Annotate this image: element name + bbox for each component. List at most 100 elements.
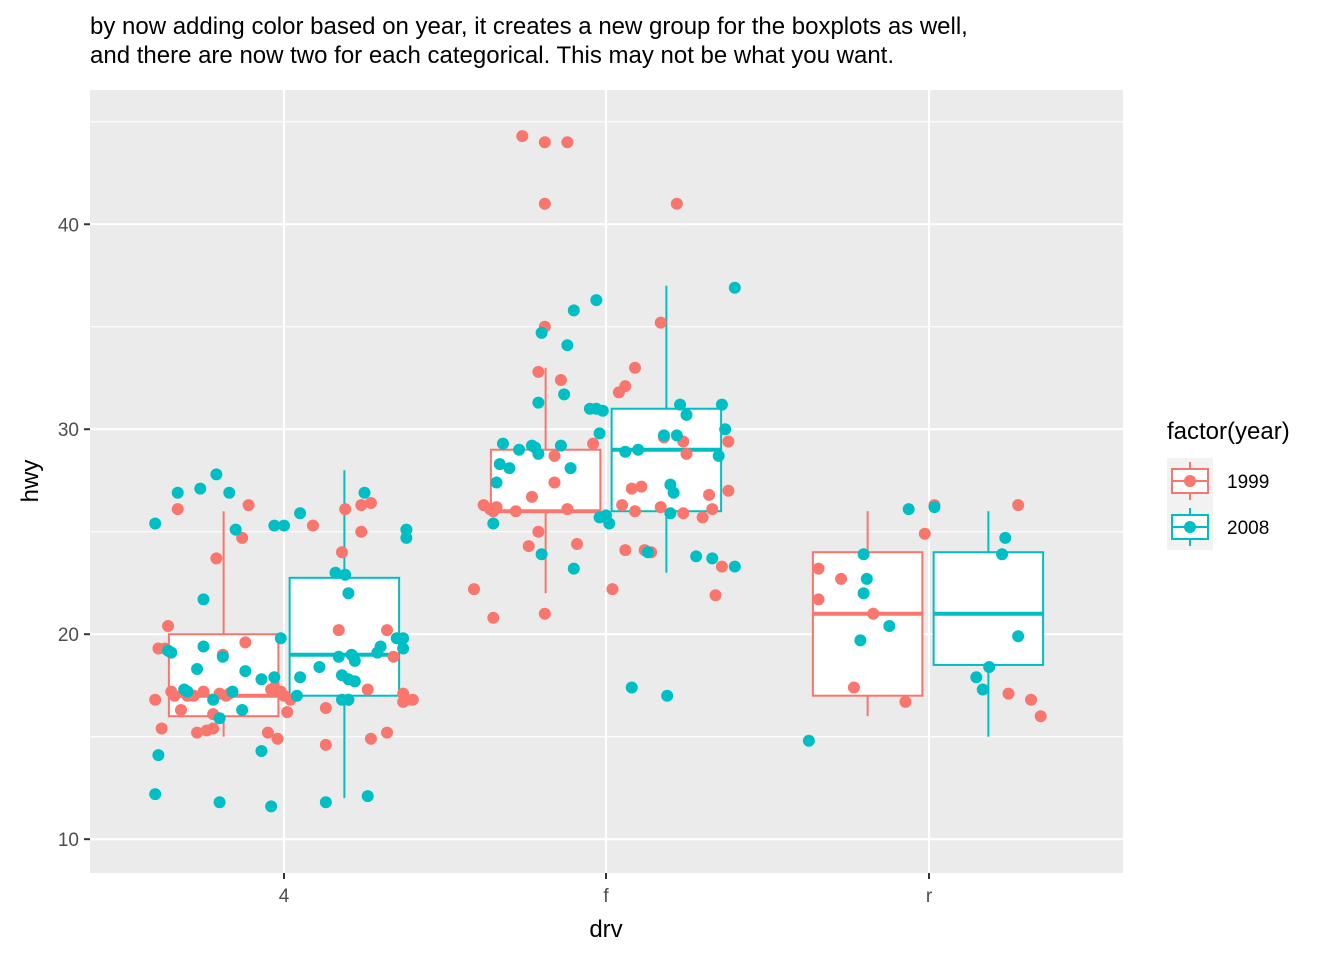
point-2008 (603, 517, 616, 530)
point-1999 (168, 689, 181, 702)
point-1999 (706, 503, 719, 516)
point-1999 (548, 449, 561, 462)
point-1999 (548, 476, 561, 489)
point-1999 (361, 683, 374, 696)
point-1999 (1025, 693, 1038, 706)
point-2008 (535, 548, 548, 561)
point-2008 (265, 800, 278, 813)
point-2008 (596, 404, 609, 417)
point-2008 (223, 486, 236, 499)
point-2008 (294, 507, 307, 520)
point-1999 (1002, 687, 1015, 700)
legend-key-point (1184, 475, 1196, 487)
point-1999 (1012, 499, 1025, 512)
point-2008 (400, 531, 413, 544)
point-2008 (239, 665, 252, 678)
point-2008 (632, 443, 645, 456)
point-2008 (278, 519, 290, 532)
point-2008 (619, 445, 632, 458)
point-2008 (641, 546, 654, 559)
legend-label: 2008 (1227, 518, 1269, 539)
point-1999 (306, 519, 319, 532)
point-2008 (970, 671, 983, 684)
point-2008 (268, 519, 281, 532)
point-1999 (532, 365, 545, 378)
point-1999 (155, 722, 168, 735)
point-2008 (664, 507, 677, 520)
point-2008 (294, 671, 307, 684)
point-2008 (661, 689, 674, 702)
legend: factor(year) 1999 2008 (1167, 418, 1290, 550)
point-1999 (319, 738, 332, 751)
point-2008 (625, 681, 638, 694)
point-1999 (835, 572, 848, 585)
point-1999 (561, 503, 574, 516)
x-tick-label: r (926, 886, 933, 907)
legend-label: 1999 (1227, 472, 1269, 493)
point-1999 (319, 701, 332, 714)
point-1999 (918, 527, 931, 540)
point-1999 (635, 480, 648, 493)
point-1999 (628, 505, 641, 518)
point-2008 (680, 408, 693, 421)
point-2008 (802, 734, 815, 747)
point-1999 (847, 681, 860, 694)
scatter-points (149, 130, 1047, 813)
point-2008 (706, 552, 719, 565)
point-1999 (571, 538, 584, 551)
point-2008 (181, 685, 194, 698)
point-2008 (567, 304, 580, 317)
point-2008 (854, 634, 867, 647)
point-1999 (654, 501, 667, 514)
point-2008 (561, 339, 574, 352)
point-2008 (210, 468, 223, 481)
point-2008 (194, 482, 207, 495)
point-2008 (268, 671, 281, 684)
point-1999 (332, 624, 345, 637)
point-2008 (496, 437, 509, 450)
point-2008 (657, 429, 670, 442)
point-2008 (342, 587, 355, 600)
point-1999 (381, 726, 394, 739)
point-2008 (329, 566, 342, 579)
point-1999 (355, 499, 368, 512)
point-2008 (319, 796, 332, 809)
boxplot-f-1999 (489, 367, 602, 594)
point-1999 (703, 488, 716, 501)
point-2008 (667, 486, 680, 499)
point-2008 (339, 568, 352, 581)
point-1999 (207, 722, 220, 735)
point-1999 (554, 374, 567, 387)
point-1999 (619, 544, 632, 557)
point-2008 (342, 693, 355, 706)
point-2008 (928, 501, 941, 514)
axes: 10 20 30 40 4 f r (58, 215, 933, 907)
legend-title: factor(year) (1167, 418, 1290, 445)
point-2008 (532, 447, 545, 460)
point-2008 (1012, 630, 1025, 643)
point-1999 (487, 611, 500, 624)
point-2008 (332, 650, 345, 663)
point-1999 (561, 136, 574, 149)
point-1999 (406, 693, 419, 706)
point-1999 (171, 503, 184, 516)
point-2008 (213, 712, 226, 725)
point-1999 (812, 593, 825, 606)
point-2008 (191, 663, 204, 676)
point-1999 (162, 620, 175, 633)
subtitle-line-2: and there are now two for each categoric… (90, 42, 894, 69)
point-2008 (226, 685, 239, 698)
y-axis-title: hwy (17, 460, 44, 503)
point-2008 (216, 650, 229, 663)
point-1999 (722, 484, 735, 497)
point-2008 (860, 572, 873, 585)
point-2008 (149, 517, 162, 530)
point-1999 (335, 546, 348, 559)
point-1999 (525, 490, 538, 503)
point-1999 (619, 380, 632, 393)
point-1999 (381, 624, 394, 637)
point-1999 (509, 505, 522, 518)
point-2008 (532, 396, 545, 409)
point-2008 (152, 749, 165, 762)
point-2008 (149, 788, 162, 801)
